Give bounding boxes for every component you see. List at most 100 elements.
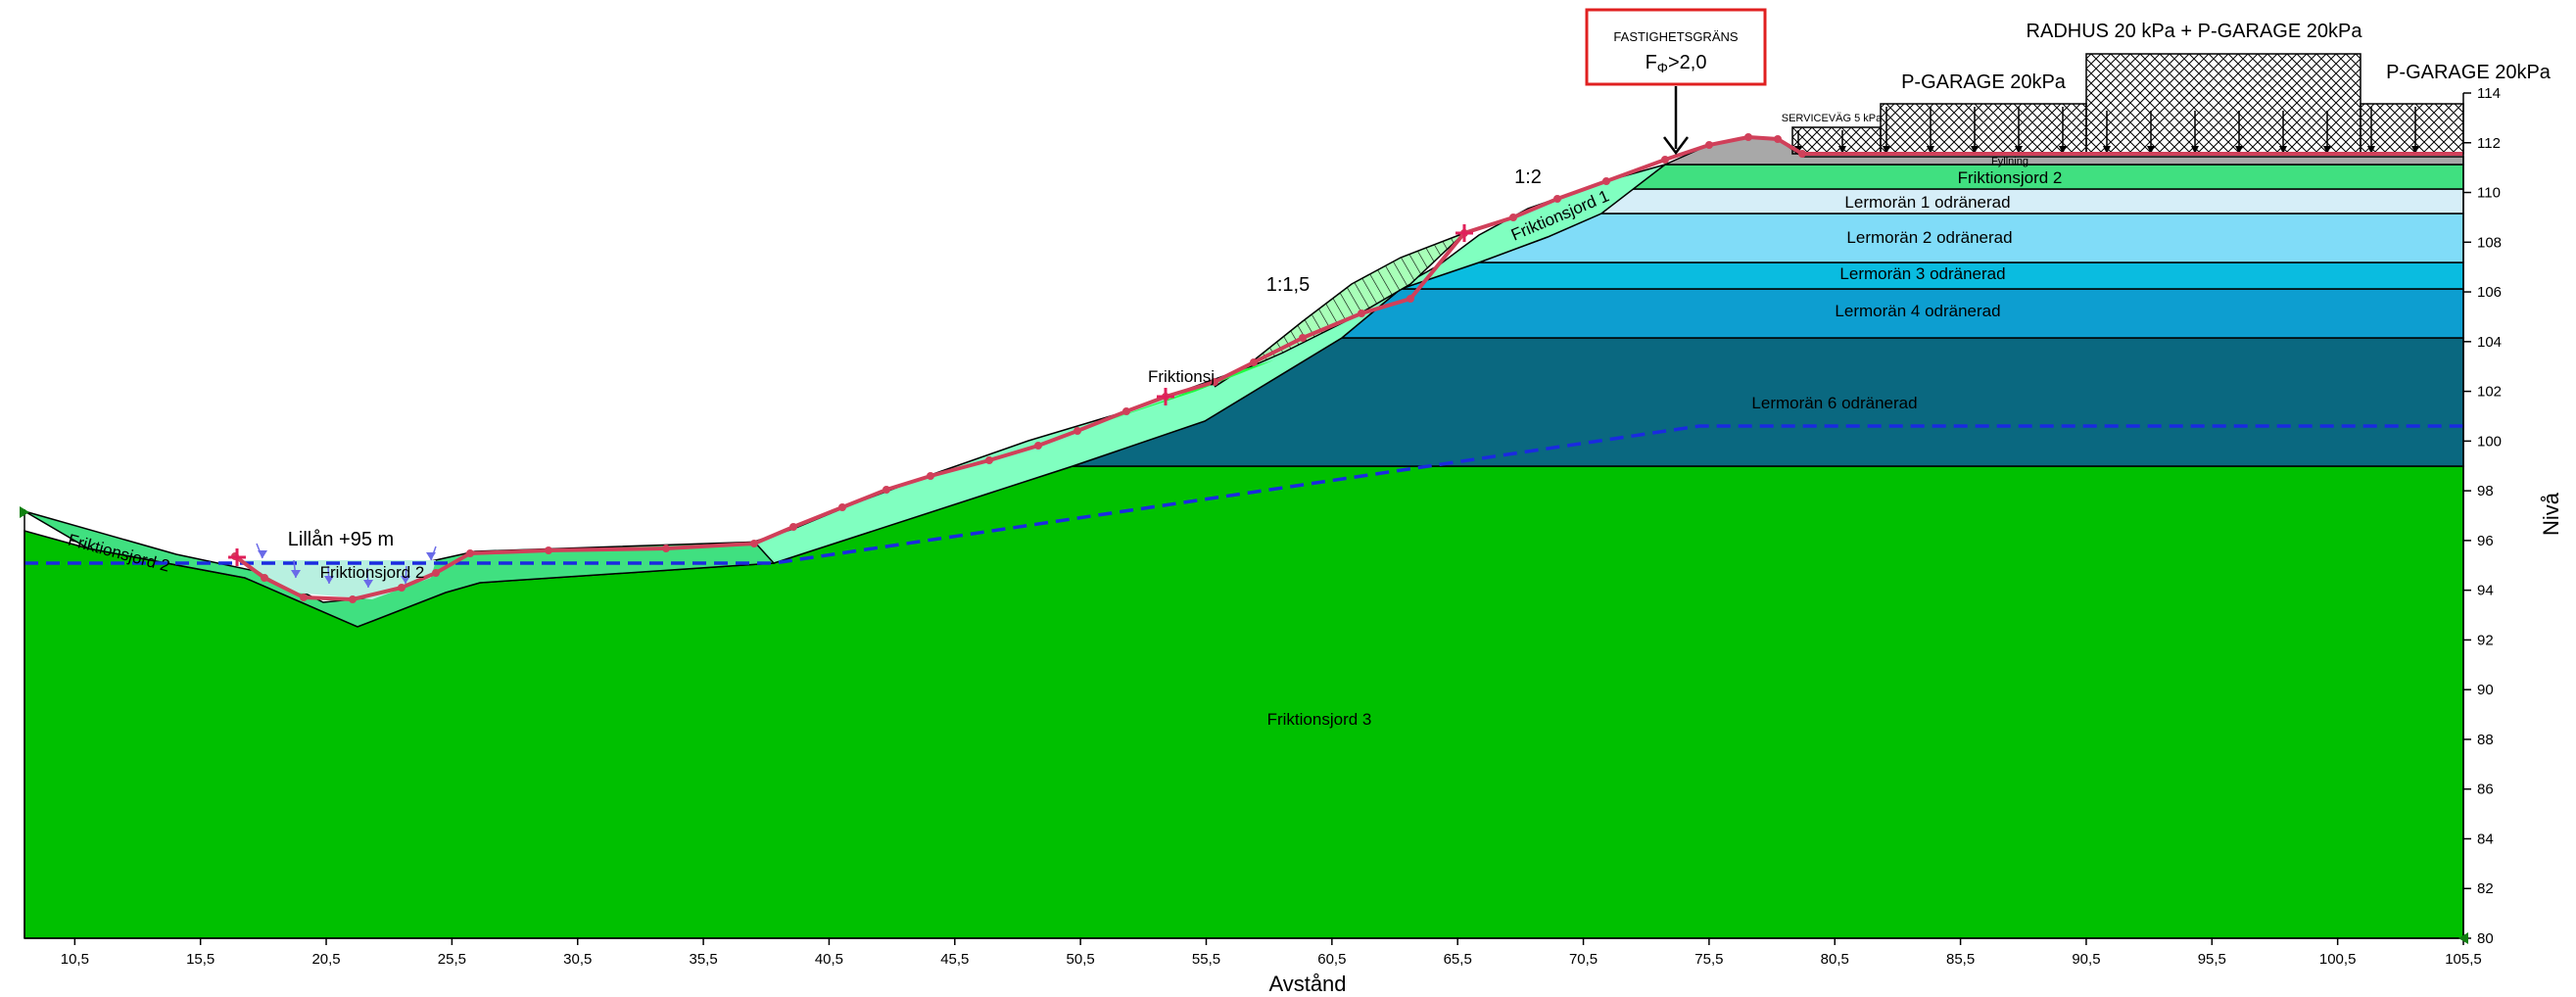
x-tick-label: 85,5 <box>1946 951 1975 968</box>
label-pgarage-right: P-GARAGE 20kPa <box>2386 62 2552 83</box>
water-arrow-head <box>401 576 410 584</box>
load-arrow-head <box>1838 146 1846 154</box>
water-arrow-head <box>426 552 436 560</box>
y-tick-label: 114 <box>2477 85 2501 102</box>
slip-node <box>1553 195 1561 203</box>
slip-node <box>545 546 552 554</box>
label-river: Lillån +95 m <box>288 529 394 550</box>
x-axis-ticks: 10,5 15,5 20,5 25,5 30,5 35,5 40,5 45,5 50,5 55,5… <box>61 938 2482 968</box>
water-arrow-head <box>258 550 267 558</box>
x-tick-label: 100,5 <box>2319 951 2357 968</box>
label-slope-lower: 1:1,5 <box>1266 274 1310 296</box>
label-lermoran1: Lermorän 1 odränerad <box>1844 193 2010 212</box>
slip-node <box>662 545 670 552</box>
x-tick-label: 70,5 <box>1569 951 1598 968</box>
slip-node <box>1034 442 1042 450</box>
y-tick-label: 112 <box>2477 135 2501 152</box>
y-tick-label: 86 <box>2477 782 2494 798</box>
x-tick-label: 90,5 <box>2072 951 2100 968</box>
y-tick-label: 96 <box>2477 533 2494 549</box>
label-lermoran3: Lermorän 3 odränerad <box>1839 264 2005 283</box>
load-pgarage-left <box>1880 103 2087 155</box>
x-tick-label: 50,5 <box>1067 951 1095 968</box>
label-fyllning: Fyllning <box>1991 156 2028 167</box>
label-friktionsjord2-valley: Friktionsjord 2 <box>320 563 425 582</box>
slip-node <box>985 456 993 464</box>
left-boundary-marker <box>20 506 29 518</box>
slip-node <box>1509 214 1517 221</box>
x-tick-label: 80,5 <box>1821 951 1849 968</box>
y-tick-label: 82 <box>2477 880 2494 897</box>
y-tick-label: 108 <box>2477 234 2502 251</box>
load-arrows <box>1794 107 2419 154</box>
boundary-title: FASTIGHETSGRÄNS <box>1613 29 1738 44</box>
load-arrow-head <box>1883 146 1890 154</box>
x-tick-label: 55,5 <box>1192 951 1220 968</box>
slip-node <box>300 593 308 601</box>
y-tick-label: 110 <box>2477 185 2501 202</box>
x-tick-label: 45,5 <box>940 951 969 968</box>
x-tick-label: 35,5 <box>689 951 717 968</box>
slip-node <box>1661 156 1669 164</box>
label-lermoran2: Lermorän 2 odränerad <box>1846 228 2012 247</box>
x-tick-label: 15,5 <box>186 951 215 968</box>
y-axis-label: Nivå <box>2539 492 2563 536</box>
slip-node <box>1299 334 1307 342</box>
slip-node <box>1705 141 1713 149</box>
water-arrow-head <box>363 580 373 588</box>
label-radhus: RADHUS 20 kPa + P-GARAGE 20kPa <box>2027 21 2363 42</box>
y-tick-label: 88 <box>2477 732 2494 748</box>
slip-node <box>1073 427 1081 435</box>
x-tick-label: 40,5 <box>815 951 843 968</box>
y-tick-label: 84 <box>2477 831 2494 847</box>
label-servicevag: SERVICEVÄG 5 kPa <box>1782 113 1883 124</box>
x-tick-label: 20,5 <box>311 951 340 968</box>
slip-node <box>1798 150 1806 158</box>
x-tick-label: 65,5 <box>1444 951 1472 968</box>
slip-node <box>838 503 846 511</box>
label-friktionsjord3: Friktionsjord 3 <box>1267 710 1372 729</box>
x-axis-label: Avstånd <box>1268 972 1346 996</box>
label-lermoran6: Lermorän 6 odränerad <box>1751 394 1917 412</box>
slip-node <box>1122 407 1130 415</box>
x-tick-label: 75,5 <box>1694 951 1723 968</box>
y-tick-label: 90 <box>2477 682 2494 698</box>
water-arrows <box>256 543 437 589</box>
y-tick-label: 94 <box>2477 583 2494 599</box>
load-servicevag <box>1791 126 1882 155</box>
slip-node <box>1602 177 1610 185</box>
y-tick-label: 104 <box>2477 334 2502 351</box>
y-tick-label: 92 <box>2477 632 2494 648</box>
groundwater-line <box>24 424 2463 565</box>
x-tick-label: 10,5 <box>61 951 89 968</box>
slip-node <box>789 523 797 531</box>
water-arrow-head <box>291 570 301 578</box>
load-arrow-head <box>2015 146 2023 154</box>
slip-node <box>1774 135 1782 143</box>
x-tick-label: 105,5 <box>2445 951 2482 968</box>
load-arrow-head <box>2235 146 2243 154</box>
slip-node <box>349 595 357 603</box>
load-arrow-head <box>2147 146 2155 154</box>
y-axis-ticks: 80 82 84 86 88 90 92 94 96 98 100 102 104 106 108 110 11… <box>2463 85 2502 947</box>
load-radhus <box>2085 53 2361 155</box>
right-boundary-marker <box>2458 932 2468 944</box>
boundary-factor: FΦ>2,0 <box>1646 52 1707 75</box>
slip-node <box>398 584 405 592</box>
x-tick-label: 25,5 <box>438 951 466 968</box>
label-friktionsjord2-top: Friktionsjord 2 <box>1958 168 2063 187</box>
label-pgarage-left: P-GARAGE 20kPa <box>1901 71 2067 93</box>
load-arrow-head <box>2279 146 2287 154</box>
label-friktionsjord-slope: Friktionsj <box>1148 367 1215 386</box>
load-arrow-head <box>1971 146 1979 154</box>
x-tick-label: 95,5 <box>2198 951 2226 968</box>
y-tick-label: 98 <box>2477 483 2494 499</box>
slip-node <box>1407 295 1414 303</box>
slip-node <box>1250 358 1258 366</box>
slip-node <box>1211 378 1218 386</box>
load-arrow-head <box>2367 146 2375 154</box>
slip-node <box>1358 309 1365 317</box>
x-tick-label: 60,5 <box>1317 951 1346 968</box>
load-arrow-head <box>2059 146 2067 154</box>
